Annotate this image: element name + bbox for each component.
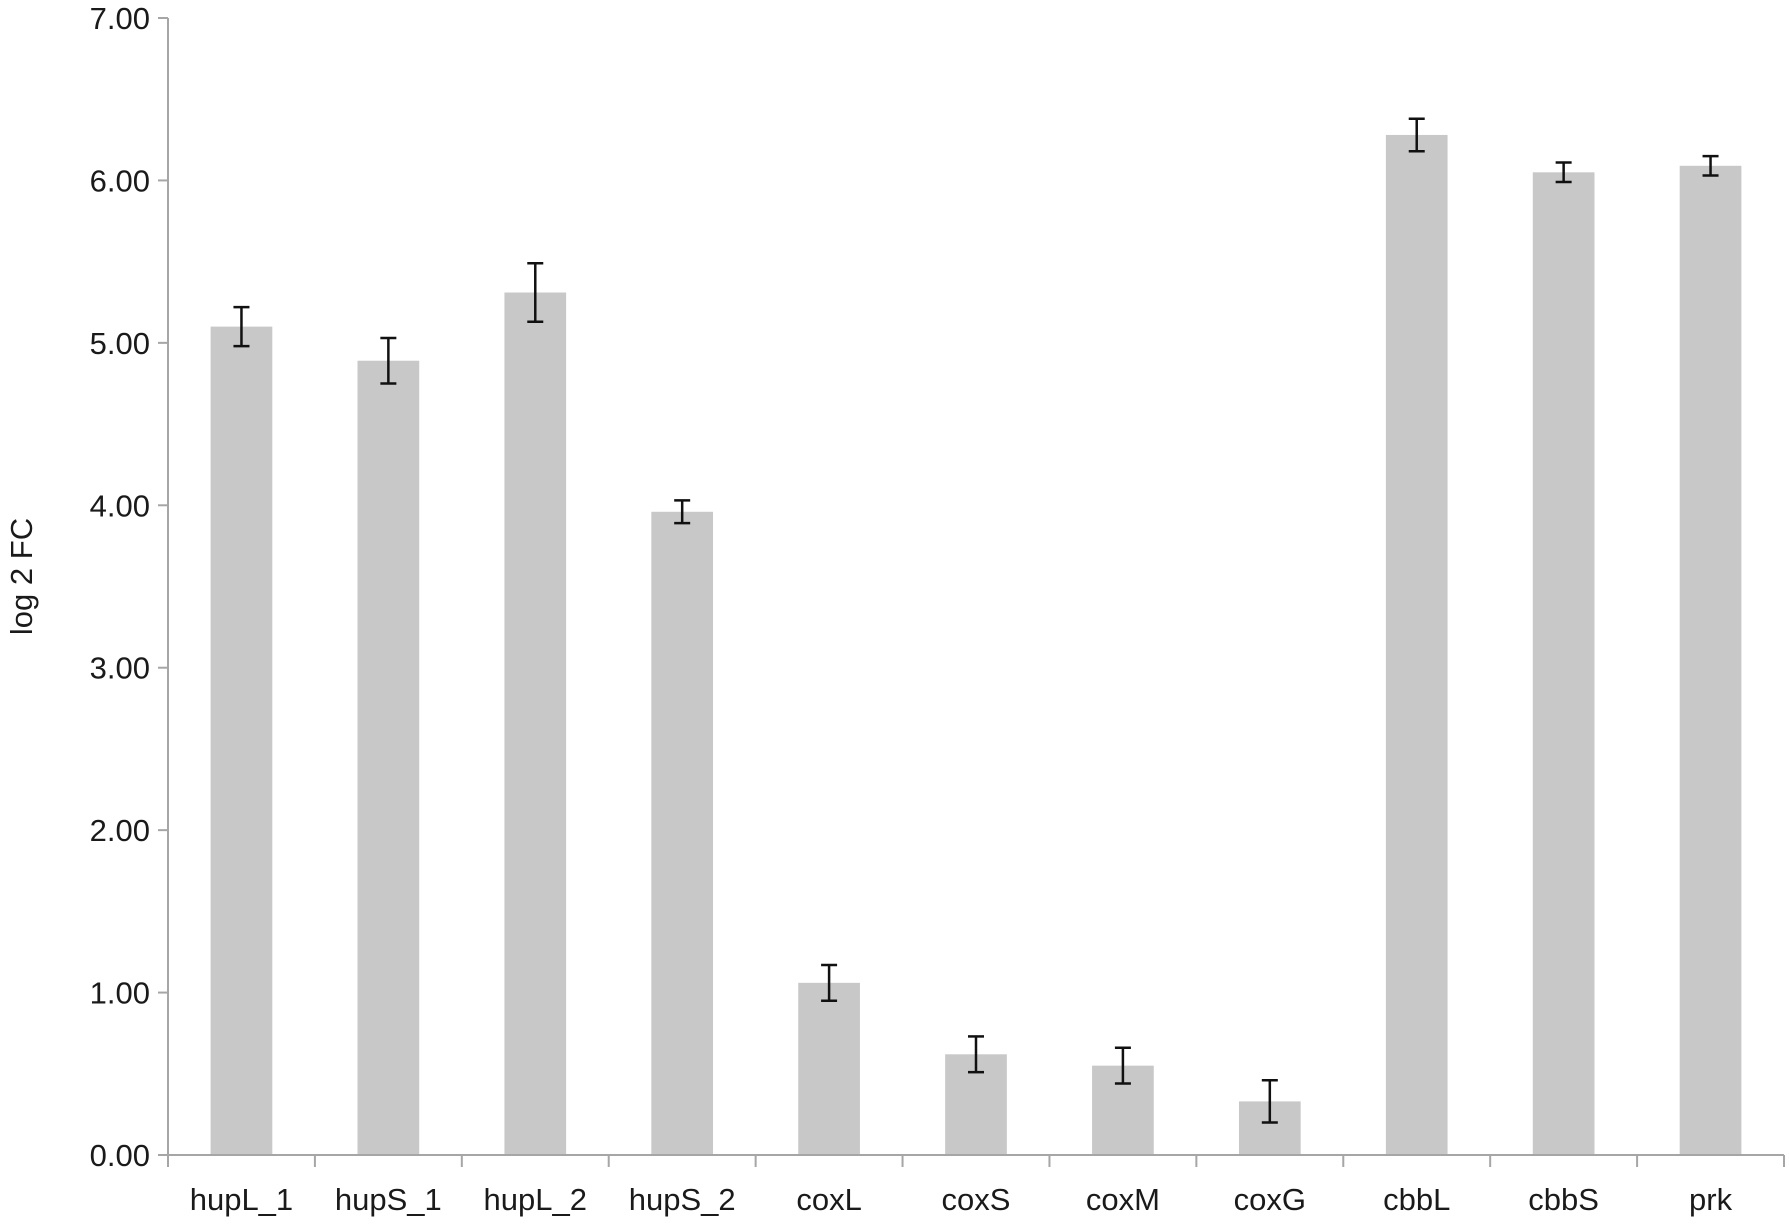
y-ticks-group: 0.00 1.00 2.00 3.00 4.00 5.00 6.00 7.00 (90, 1, 168, 1173)
x-tick-label: cbbL (1383, 1182, 1450, 1217)
error-bar (1555, 161, 1572, 184)
y-tick-label: 4.00 (90, 488, 150, 523)
error-bar (1114, 1046, 1131, 1085)
y-tick-label: 0.00 (90, 1138, 150, 1173)
bar (651, 511, 714, 1156)
y-tick-label: 7.00 (90, 1, 150, 36)
y-tick-label: 3.00 (90, 651, 150, 686)
y-tick-label: 5.00 (90, 326, 150, 361)
y-axis-title: log 2 FC (4, 518, 39, 635)
y-tick-label: 6.00 (90, 163, 150, 198)
bar (504, 292, 567, 1155)
bar (1385, 134, 1448, 1155)
y-tick-label: 1.00 (90, 976, 150, 1011)
bar (798, 982, 860, 1155)
error-bar (1261, 1079, 1278, 1124)
x-tick-label: coxS (942, 1182, 1011, 1217)
x-tick-label: cbbS (1528, 1182, 1599, 1217)
error-bar (968, 1035, 984, 1074)
error-bar (233, 305, 250, 348)
x-ticks-group: hupL_1 hupS_1 hupL_2 hupS_2 coxL coxS coxM coxG… (167, 1155, 1785, 1217)
x-tick-label: hupL_1 (190, 1182, 293, 1217)
error-bar (674, 499, 691, 525)
bar (357, 360, 420, 1156)
x-tick-label: coxG (1234, 1182, 1306, 1217)
error-bar (527, 262, 544, 323)
x-tick-label: coxM (1086, 1182, 1160, 1217)
bar (210, 326, 273, 1156)
x-tick-label: hupL_2 (484, 1182, 587, 1217)
x-tick-label: hupS_1 (335, 1182, 442, 1217)
x-tick-label: hupS_2 (629, 1182, 736, 1217)
error-bar (1702, 154, 1719, 177)
x-tick-label: coxL (796, 1182, 861, 1217)
y-tick-label: 2.00 (90, 813, 150, 848)
error-bars-group (233, 117, 1719, 1124)
error-bar (380, 336, 397, 385)
bars-group (210, 134, 1742, 1156)
error-bar (821, 963, 838, 1002)
bar (1532, 172, 1595, 1156)
error-bar (1408, 117, 1425, 153)
x-tick-label: prk (1689, 1182, 1733, 1217)
bar (1679, 165, 1742, 1155)
